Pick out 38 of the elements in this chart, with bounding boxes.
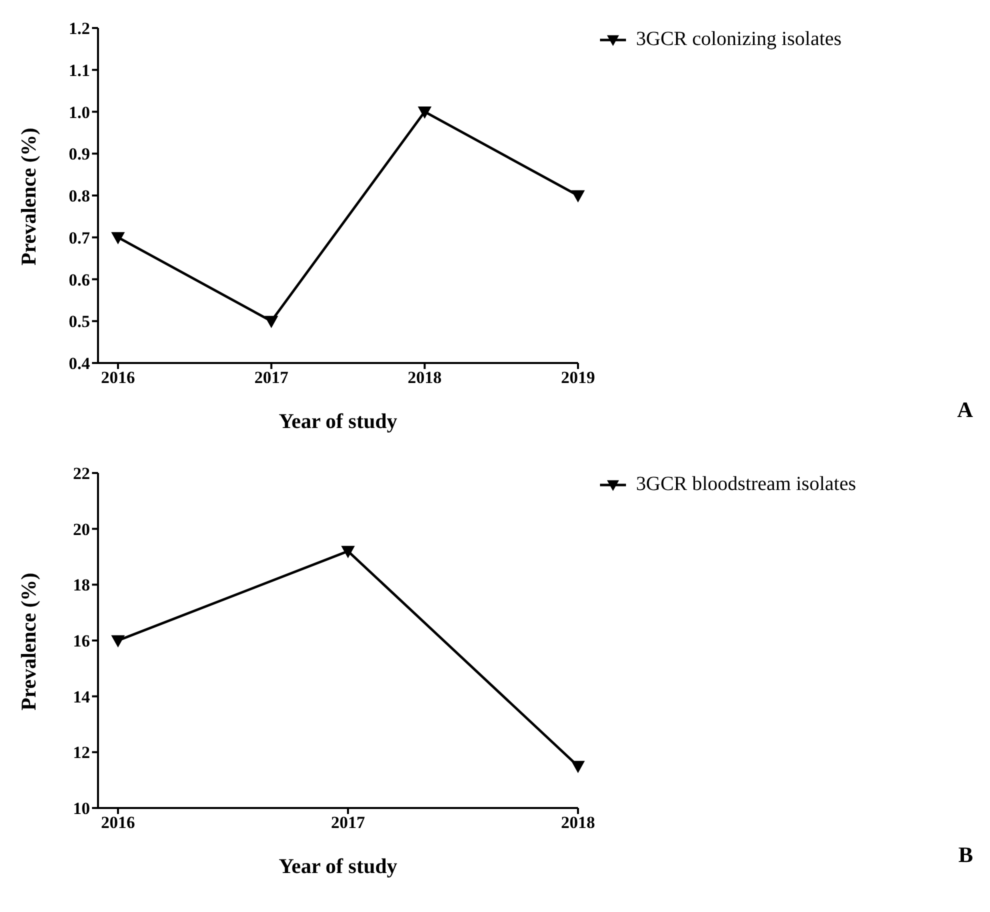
x-tick-label: 2017 xyxy=(331,813,366,832)
y-tick-label: 0.4 xyxy=(68,354,90,374)
text: A xyxy=(957,397,973,423)
x-tick-label: 2019 xyxy=(561,368,595,388)
x-tick-label: 2016 xyxy=(101,813,135,832)
y-tick-label: 22 xyxy=(73,464,90,484)
point xyxy=(342,546,354,558)
y-tick-label: 0.8 xyxy=(68,186,90,206)
x-tick-label: 2017 xyxy=(254,368,289,388)
y-tick-label: 16 xyxy=(73,632,90,651)
y-tick-label: 18 xyxy=(73,576,90,595)
y-tick-label: 0.5 xyxy=(68,312,90,332)
y-tick-label: 10 xyxy=(73,799,90,818)
y-tick-label: 1.0 xyxy=(68,102,90,122)
x-axis-title: Year of study xyxy=(278,409,398,433)
y-tick-label: 0.6 xyxy=(68,270,90,290)
text: B xyxy=(958,842,973,868)
y-tick-label: 0.7 xyxy=(68,228,90,248)
point xyxy=(112,232,124,244)
x-tick-label: 2018 xyxy=(408,368,442,388)
x-axis-title: Year of study xyxy=(278,854,398,878)
y-axis-title: Prevalence (%) xyxy=(16,128,40,266)
point xyxy=(264,316,278,328)
y-tick-label: 20 xyxy=(73,520,90,539)
y-tick-label: 14 xyxy=(73,687,90,706)
point xyxy=(418,106,432,118)
y-tick-label: 12 xyxy=(73,743,90,762)
point xyxy=(572,190,584,202)
y-tick-label: 1.1 xyxy=(68,60,90,80)
x-tick-label: 2018 xyxy=(561,813,595,832)
y-tick-label: 1.2 xyxy=(68,19,90,38)
point xyxy=(112,635,124,647)
legend-label: 3GCR colonizing isolates xyxy=(636,28,842,51)
x-tick-label: 2016 xyxy=(101,368,135,388)
y-axis-title: Prevalence (%) xyxy=(16,572,40,710)
point xyxy=(572,760,584,773)
legend-label: 3GCR bloodstream isolates xyxy=(636,473,856,496)
y-tick-label: 0.9 xyxy=(68,144,90,164)
